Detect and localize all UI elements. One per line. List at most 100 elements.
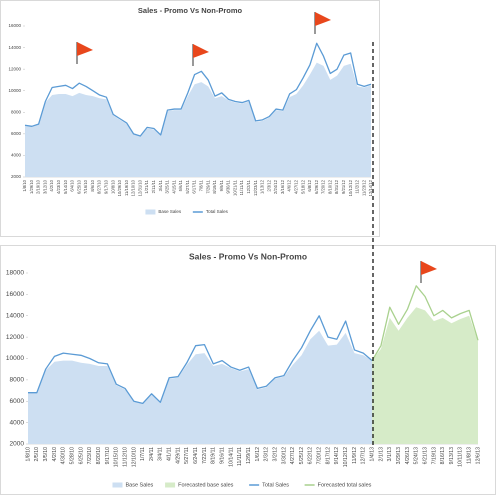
x-tick-label: 8/20/10 [96, 447, 102, 464]
area [25, 62, 371, 177]
x-tick-label: 3/4/11 [158, 179, 163, 191]
x-tick-label: 8/6/10 [90, 179, 95, 191]
y-tick-label: 14000 [8, 45, 21, 50]
x-tick-label: 3/30/12 [281, 447, 287, 464]
x-tick-label: 6/17/11 [192, 179, 197, 193]
line [24, 42, 372, 137]
x-tick-label: 8/17/12 [325, 447, 331, 464]
x-tick-label: 8/19/11 [212, 179, 217, 193]
x-tick-label: 10/15/10 [114, 447, 120, 467]
x-tick-label: 1/8/10 [25, 447, 31, 462]
x-tick-label: 6/25/10 [76, 179, 81, 194]
area [372, 307, 478, 444]
x-tick-label: 1/8/10 [22, 179, 27, 191]
x-tick-label: 7/20/12 [317, 447, 323, 464]
flag [314, 12, 331, 34]
x-tick-label: 5/18/12 [300, 179, 305, 194]
x-tick-label: 7/16/10 [83, 179, 88, 194]
x-tick-label: 9/21/12 [341, 179, 346, 194]
x-tick-label: 10/11/13 [458, 447, 464, 467]
x-tick-label: 12/9/11 [246, 447, 252, 464]
x-tick-label: 9/9/11 [219, 179, 224, 191]
x-tick-label: 7/29/11 [205, 179, 210, 193]
x-tick-label: 4/1/11 [167, 447, 173, 461]
x-tick-label: 8/19/11 [211, 447, 217, 464]
chart-title: Sales - Promo Vs Non-Promo [138, 6, 243, 15]
x-tick-label: 11/19/10 [124, 179, 129, 196]
y-tick-label: 12000 [8, 66, 21, 71]
y-tick-label: 16000 [6, 291, 24, 298]
x-tick-label: 3/2/12 [272, 447, 278, 462]
x-tick-label: 5/27/11 [184, 447, 190, 464]
y-tick-label: 6000 [11, 131, 22, 136]
x-tick-label: 7/8/11 [199, 179, 204, 191]
x-tick-label: 7/23/10 [87, 447, 93, 464]
x-tick-label: 9/13/13 [449, 447, 455, 464]
x-tick-label: 4/2/10 [52, 447, 58, 462]
x-tick-label: 11/12/10 [122, 447, 128, 467]
x-tick-label: 6/8/12 [307, 179, 312, 191]
y-tick-label: 2000 [11, 174, 22, 179]
x-tick-label: 5/24/13 [414, 447, 420, 464]
x-tick-label: 12/31/10 [137, 179, 142, 196]
y-tick-label: 8000 [11, 109, 22, 114]
x-tick-label: 2/5/10 [34, 447, 40, 462]
x-tick-label: 2/3/12 [264, 447, 270, 462]
x-tick-label: 10/21/11 [232, 179, 237, 196]
x-tick-label: 11/9/12 [352, 447, 358, 464]
legend-swatch [112, 482, 123, 488]
x-tick-label: 5/25/12 [299, 447, 305, 464]
x-tick-label: 4/27/12 [293, 179, 298, 194]
x-tick-label: 1/29/10 [29, 179, 34, 194]
x-tick-label: 3/12/10 [42, 179, 47, 194]
x-tick-label: 1/4/13 [369, 447, 375, 462]
x-tick-label: 4/26/13 [405, 447, 411, 464]
x-tick-label: 8/16/13 [440, 447, 446, 464]
x-tick-label: 5/27/11 [185, 179, 190, 193]
y-tick-label: 2000 [10, 441, 25, 448]
x-tick-label: 8/10/12 [327, 179, 332, 194]
x-tick-label: 4/15/11 [171, 179, 176, 193]
legend-label: Total Sales [206, 209, 229, 214]
x-tick-label: 2/19/10 [36, 179, 41, 194]
y-tick-label: 14000 [6, 312, 24, 319]
x-tick-label: 12/10/10 [131, 447, 137, 467]
x-tick-label: 2/11/11 [151, 179, 156, 193]
x-tick-label: 6/22/12 [308, 447, 314, 464]
line [28, 315, 373, 405]
y-tick-label: 8000 [10, 377, 25, 384]
y-tick-label: 18000 [6, 270, 24, 277]
x-tick-label: 6/25/10 [78, 447, 84, 464]
x-tick-label: 7/22/11 [202, 447, 208, 464]
x-tick-label: 12/14/12 [368, 179, 373, 196]
x-tick-label: 10/14/11 [228, 447, 234, 467]
x-tick-label: 4/2/10 [49, 179, 54, 191]
x-tick-label: 1/13/12 [260, 179, 265, 194]
x-tick-label: 3/1/13 [387, 447, 393, 462]
legend-label: Forecasted base sales [178, 482, 234, 488]
x-tick-label: 11/8/13 [467, 447, 473, 464]
x-tick-label: 7/20/12 [321, 179, 326, 194]
x-tick-label: 9/17/10 [105, 447, 111, 464]
flag [76, 42, 93, 64]
x-tick-label: 10/8/10 [110, 179, 115, 194]
y-tick-label: 4000 [11, 153, 22, 158]
chart-title: Sales - Promo Vs Non-Promo [189, 251, 307, 261]
x-tick-label: 10/12/12 [343, 447, 349, 467]
x-tick-label: 9/16/11 [219, 447, 225, 464]
y-tick-label: 10000 [6, 355, 24, 362]
x-tick-label: 8/31/12 [334, 179, 339, 194]
flag [420, 261, 437, 283]
x-tick-label: 2/4/11 [149, 447, 155, 461]
x-tick-label: 11/2/12 [355, 179, 360, 193]
x-tick-label: 6/21/13 [422, 447, 428, 464]
x-tick-label: 4/6/12 [287, 179, 292, 191]
y-tick-label: 12000 [6, 334, 24, 341]
x-tick-label: 9/14/12 [334, 447, 340, 464]
x-tick-label: 12/23/11 [253, 179, 258, 196]
x-tick-label: 3/4/11 [158, 447, 164, 461]
x-tick-label: 12/2/11 [246, 179, 251, 193]
x-tick-label: 3/5/10 [43, 447, 49, 462]
x-tick-label: 4/27/12 [290, 447, 296, 464]
